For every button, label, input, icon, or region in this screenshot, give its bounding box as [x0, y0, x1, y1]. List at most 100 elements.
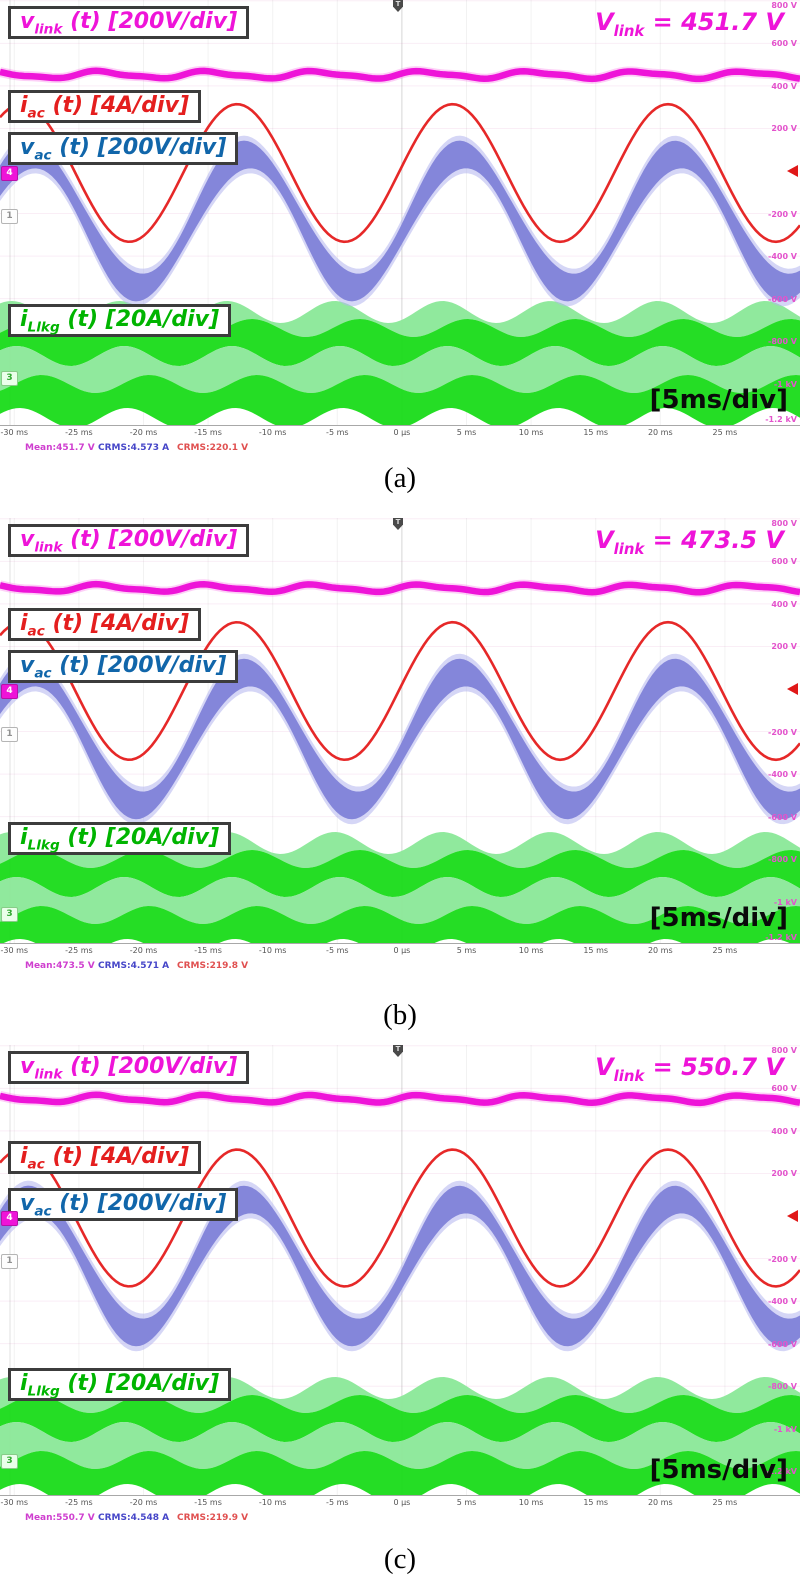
voltage-scale-label: -1.2 kV — [765, 415, 797, 424]
time-tick-label: -20 ms — [129, 1498, 158, 1507]
trigger-position-icon: T — [393, 518, 403, 530]
label-scale: (t) [200V/div] — [62, 1054, 238, 1079]
voltage-scale-label: 600 V — [771, 1084, 797, 1094]
voltage-scale-label: 800 V — [771, 1046, 797, 1055]
label-scale: (t) [20A/div] — [59, 307, 220, 332]
label-symbol: v — [20, 135, 35, 160]
time-tick-label: -25 ms — [65, 1498, 93, 1507]
label-subscript: link — [34, 1066, 63, 1083]
voltage-scale-label: -1 kV — [773, 1424, 797, 1434]
trigger-level-arrow-icon — [787, 1210, 798, 1222]
voltage-scale-label: -800 V — [768, 337, 797, 347]
iac-trace — [0, 1148, 800, 1288]
time-tick-label: -10 ms — [258, 946, 287, 955]
readout-symbol: V — [595, 1053, 614, 1081]
illkg-trace-band — [0, 832, 800, 868]
illkg-trace-band — [0, 850, 800, 897]
illkg-trace-band — [0, 319, 800, 366]
time-tick-label: 25 ms — [712, 1498, 738, 1507]
label-symbol: v — [20, 9, 35, 34]
subfigure-caption-c: (c) — [383, 1543, 417, 1575]
illkg-trace-band — [0, 1422, 800, 1469]
voltage-scale-label: -200 V — [768, 1254, 797, 1264]
voltage-scale-label: 600 V — [771, 39, 797, 49]
channel-1-marker: 1 — [1, 727, 18, 742]
trigger-letter: T — [395, 0, 401, 8]
label-scale: (t) [20A/div] — [59, 825, 220, 850]
label-subscript: ac — [27, 105, 45, 122]
label-scale: (t) [200V/div] — [51, 1191, 227, 1216]
readout-symbol: V — [595, 8, 614, 36]
voltage-scale-label: -800 V — [768, 1382, 797, 1392]
label-scale: (t) [200V/div] — [51, 135, 227, 160]
mean-readout: Mean:451.7 V — [25, 443, 95, 453]
label-subscript: Llkg — [27, 837, 60, 854]
label-symbol: v — [20, 527, 35, 552]
readout-subscript: link — [613, 1066, 645, 1085]
label-subscript: Llkg — [27, 319, 60, 336]
crms-current-readout: CRMS:4.573 A — [98, 443, 170, 453]
time-tick-label: -30 ms — [0, 1498, 29, 1507]
time-tick-label: 5 ms — [456, 946, 477, 955]
time-tick-label: 5 ms — [456, 428, 477, 437]
time-tick-label: 10 ms — [518, 946, 544, 955]
mean-readout: Mean:473.5 V — [25, 961, 95, 971]
time-tick-label: -25 ms — [65, 946, 93, 955]
label-subscript: ac — [34, 1203, 52, 1220]
time-tick-label: 5 ms — [456, 1498, 477, 1507]
label-symbol: i — [20, 611, 28, 636]
label-symbol: i — [20, 1371, 28, 1396]
readout-subscript: link — [613, 539, 645, 558]
illkg-trace-band — [0, 906, 800, 943]
voltage-scale-label: -600 V — [768, 294, 797, 304]
illkg-trace-band — [0, 346, 800, 393]
trigger-letter: T — [395, 518, 401, 526]
time-axis-b: -30 ms -25 ms -20 ms -15 ms -10 ms -5 ms 0 μs 5… — [0, 943, 800, 959]
illkg-trace-band — [0, 1395, 800, 1442]
illkg-channel-label: iLlkg (t) [20A/div] — [8, 304, 232, 337]
time-tick-label: -30 ms — [0, 946, 29, 955]
voltage-scale-label: -400 V — [768, 252, 797, 262]
time-tick-label: 15 ms — [583, 1498, 609, 1507]
readout-subscript: link — [613, 21, 645, 40]
subfigure-caption-a: (a) — [383, 462, 417, 494]
channel-1-marker: 1 — [1, 209, 18, 224]
voltage-scale-label: 200 V — [771, 124, 797, 134]
time-tick-label: -25 ms — [65, 428, 93, 437]
trigger-position-icon: T — [393, 1045, 403, 1057]
trigger-level-arrow-icon — [787, 683, 798, 695]
oscilloscope-panel-c: T vlink (t) [200V/div] iac (t) [4A/div] … — [0, 1045, 800, 1495]
channel-4-marker: 4 — [1, 1211, 18, 1226]
time-tick-label: -20 ms — [129, 428, 158, 437]
label-scale: (t) [200V/div] — [51, 653, 227, 678]
label-subscript: ac — [34, 665, 52, 682]
label-scale: (t) [200V/div] — [62, 527, 238, 552]
time-axis-c: -30 ms -25 ms -20 ms -15 ms -10 ms -5 ms 0 μs 5… — [0, 1495, 800, 1511]
trigger-level-arrow-icon — [787, 165, 798, 177]
label-scale: (t) [4A/div] — [44, 93, 189, 118]
voltage-scale-label: -600 V — [768, 812, 797, 822]
iac-trace — [0, 102, 800, 244]
illkg-trace-band — [0, 877, 800, 924]
time-tick-label: 15 ms — [583, 946, 609, 955]
voltage-scale-label: -1.2 kV — [765, 1467, 797, 1477]
waveform-plot-b — [0, 518, 800, 943]
voltage-scale-label: -1 kV — [773, 897, 797, 907]
label-subscript: link — [34, 539, 63, 556]
label-subscript: link — [34, 21, 63, 38]
time-tick-label: 0 μs — [393, 1498, 411, 1507]
time-tick-label: 20 ms — [647, 946, 673, 955]
vlink-trace — [0, 1091, 800, 1107]
waveform-plot-c — [0, 1045, 800, 1495]
illkg-trace-band — [0, 375, 800, 425]
voltage-scale-label: -400 V — [768, 1297, 797, 1307]
voltage-scale-label: -400 V — [768, 770, 797, 780]
time-tick-label: -15 ms — [194, 428, 222, 437]
voltage-scale-label: 400 V — [771, 599, 797, 609]
channel-3-marker: 3 — [1, 371, 18, 386]
voltage-scale-label: 600 V — [771, 557, 797, 567]
timebase-label: [5ms/div] — [649, 1455, 788, 1485]
trigger-letter: T — [395, 1045, 401, 1053]
label-scale: (t) [4A/div] — [44, 611, 189, 636]
